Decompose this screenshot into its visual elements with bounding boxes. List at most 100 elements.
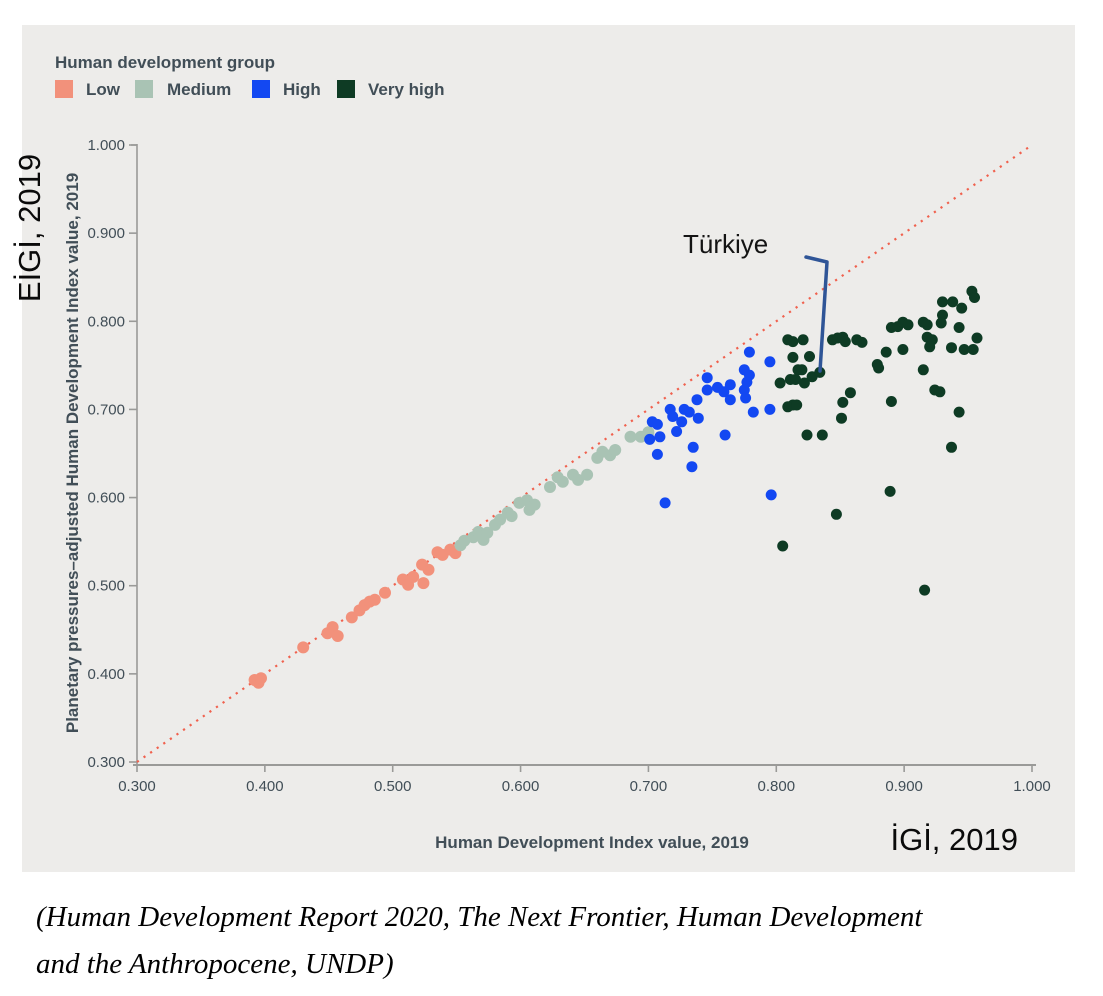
data-point-very-high — [880, 346, 892, 358]
y-axis-secondary-label: EİGİ, 2019 — [12, 154, 47, 302]
data-point-low — [407, 570, 420, 583]
data-point-high — [671, 426, 683, 437]
legend-item-medium: Medium — [135, 80, 231, 99]
y-tick-label: 0.500 — [87, 578, 125, 595]
data-point-very-high — [816, 429, 828, 441]
legend-swatch-low — [55, 80, 73, 98]
data-point-very-high — [971, 332, 983, 344]
legend-swatch-medium — [135, 80, 153, 98]
x-tick-label: 0.400 — [246, 778, 284, 795]
data-point-very-high — [935, 317, 947, 329]
legend-label-high: High — [283, 80, 321, 99]
data-point-very-high — [774, 377, 786, 389]
legend-item-very-high: Very high — [337, 80, 445, 99]
data-point-high — [659, 497, 671, 509]
data-point-high — [764, 356, 776, 368]
data-point-very-high — [924, 341, 936, 353]
data-point-very-high — [797, 334, 809, 346]
data-point-high — [747, 406, 759, 418]
data-point-very-high — [837, 396, 849, 408]
legend: Human development group Low Medium High … — [55, 53, 445, 99]
data-point-medium — [505, 510, 518, 523]
x-tick-label: 0.900 — [885, 778, 923, 795]
data-point-high — [654, 431, 666, 443]
data-point-very-high — [787, 336, 799, 348]
data-point-low — [379, 586, 391, 599]
data-point-very-high — [801, 429, 813, 441]
data-point-high — [692, 412, 704, 424]
data-point-very-high — [885, 396, 897, 407]
data-point-very-high — [953, 406, 965, 418]
x-axis-ticks: 0.300 0.400 0.500 0.600 0.700 0.800 0.900 1.000 — [118, 765, 1051, 795]
data-point-high — [740, 392, 752, 404]
y-axis-title: Planetary pressures–adjusted Human Devel… — [63, 173, 82, 733]
data-point-very-high — [787, 351, 799, 363]
data-point-high — [701, 384, 713, 396]
data-point-high — [724, 394, 736, 406]
data-point-very-high — [897, 344, 909, 355]
data-point-medium — [581, 468, 594, 481]
data-point-high — [691, 394, 703, 406]
data-point-very-high — [937, 296, 948, 308]
data-point-high — [718, 386, 730, 398]
data-point-very-high — [873, 362, 885, 374]
source-caption: (Human Development Report 2020, The Next… — [36, 894, 1086, 988]
legend-item-low: Low — [55, 80, 121, 99]
data-point-high — [719, 429, 731, 441]
data-point-medium — [481, 526, 494, 539]
legend-title: Human development group — [55, 53, 275, 72]
data-point-very-high — [791, 399, 803, 411]
data-point-high — [676, 416, 688, 428]
data-point-very-high — [946, 342, 957, 354]
annotation-turkiye-label: Türkiye — [683, 229, 768, 259]
x-tick-label: 0.500 — [374, 778, 412, 795]
data-point-very-high — [844, 387, 856, 399]
data-point-very-high — [804, 351, 815, 362]
data-point-high — [687, 441, 699, 453]
legend-label-low: Low — [86, 80, 121, 99]
data-point-very-high — [921, 319, 933, 331]
data-point-medium — [494, 513, 507, 526]
annotation-turkiye: Türkiye — [683, 229, 829, 373]
data-point-low — [368, 593, 381, 606]
diagonal-reference-line — [136, 144, 1033, 763]
data-point-high — [764, 403, 776, 415]
data-point-medium — [572, 473, 585, 486]
data-point-very-high — [884, 485, 896, 497]
data-point-very-high — [830, 508, 842, 520]
data-point-high — [667, 411, 679, 422]
data-point-low — [326, 621, 339, 634]
legend-item-high: High — [252, 80, 321, 99]
source-caption-line-1: (Human Development Report 2020, The Next… — [36, 901, 923, 933]
data-point-medium — [556, 475, 569, 488]
chart-panel — [22, 25, 1075, 872]
data-point-high — [644, 433, 656, 445]
y-tick-label: 0.400 — [87, 666, 125, 683]
data-point-very-high — [967, 344, 979, 355]
x-axis-secondary-label: İGİ, 2019 — [890, 822, 1018, 857]
legend-label-medium: Medium — [167, 80, 231, 99]
data-point-very-high — [777, 540, 789, 552]
data-point-high — [651, 418, 663, 430]
data-point-very-high — [969, 292, 980, 303]
data-point-very-high — [919, 584, 931, 596]
y-tick-label: 0.300 — [87, 754, 125, 771]
x-tick-label: 0.600 — [502, 778, 540, 795]
x-tick-label: 0.300 — [118, 778, 156, 795]
y-tick-label: 1.000 — [87, 137, 125, 154]
legend-swatch-high — [252, 80, 270, 98]
data-point-medium — [528, 498, 541, 511]
legend-swatch-very-high — [337, 80, 355, 98]
data-point-medium — [609, 444, 622, 456]
data-point-high — [765, 489, 777, 501]
data-point-low — [422, 563, 435, 576]
data-point-low — [255, 672, 267, 685]
data-point-medium — [544, 481, 556, 493]
x-tick-label: 0.700 — [630, 778, 668, 795]
data-point-low — [331, 630, 344, 642]
y-axis-ticks: 0.300 0.400 0.500 0.600 0.700 0.800 0.900 1.000 — [87, 137, 137, 771]
data-point-very-high — [798, 377, 810, 389]
data-point-very-high — [917, 364, 929, 376]
scatter-points — [248, 285, 983, 689]
data-point-high — [686, 461, 698, 473]
